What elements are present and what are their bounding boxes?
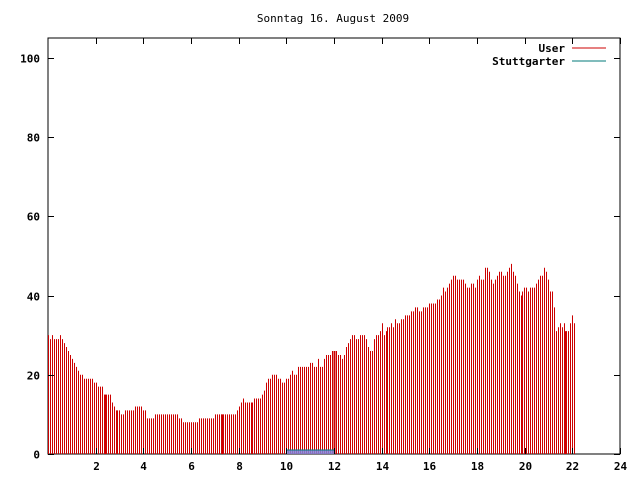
legend: User Stuttgarter <box>492 42 606 68</box>
x-tick-label: 8 <box>236 460 243 473</box>
x-tick-label: 2 <box>93 460 100 473</box>
x-tick-label: 16 <box>423 460 437 473</box>
x-tick-label: 14 <box>376 460 390 473</box>
y-tick-label: 80 <box>27 132 40 145</box>
stuttgarter-series <box>286 449 334 454</box>
y-tick-label: 40 <box>27 291 40 304</box>
x-tick-label: 10 <box>280 460 293 473</box>
x-tick-label: 24 <box>614 460 628 473</box>
y-tick-label: 100 <box>20 53 40 66</box>
y-tick-label: 60 <box>27 211 40 224</box>
y-tick-label: 20 <box>27 370 40 383</box>
x-tick-label: 6 <box>188 460 195 473</box>
x-tick-label: 22 <box>566 460 579 473</box>
legend-label-stuttgarter: Stuttgarter <box>492 55 565 68</box>
user-bars <box>48 263 575 454</box>
chart-title: Sonntag 16. August 2009 <box>257 12 409 25</box>
x-tick-label: 20 <box>519 460 532 473</box>
user-highlight-bars <box>104 331 567 454</box>
x-tick-label: 18 <box>471 460 484 473</box>
legend-label-user: User <box>539 42 566 55</box>
x-tick-label: 4 <box>140 460 147 473</box>
stuttgarter-bar <box>286 450 334 454</box>
x-tick-label: 12 <box>328 460 341 473</box>
y-tick-label: 0 <box>33 449 40 462</box>
